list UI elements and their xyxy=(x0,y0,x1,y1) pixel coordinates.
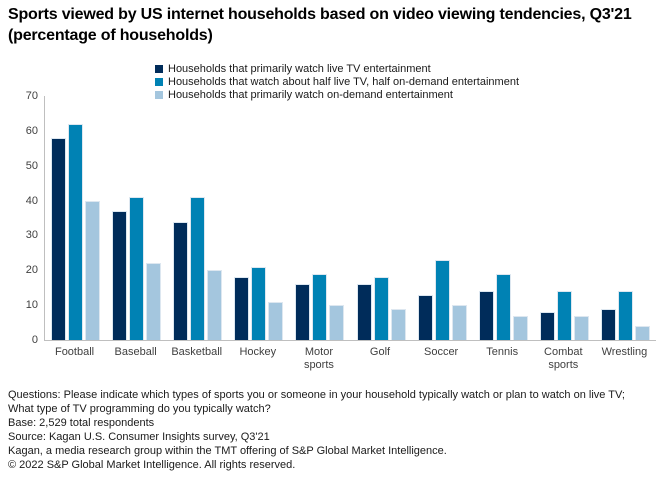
y-tick-label: 70 xyxy=(25,90,38,102)
y-tick-label: 50 xyxy=(25,159,38,172)
x-category-label: Football xyxy=(54,346,95,358)
legend-label: Households that primarily watch live TV … xyxy=(168,62,431,75)
bar xyxy=(556,291,572,340)
legend-label: Households that watch about half live TV… xyxy=(168,75,520,88)
x-category-label: Soccer xyxy=(423,346,459,358)
bar xyxy=(356,284,372,340)
bar xyxy=(634,326,650,340)
x-axis-category-labels: Football Baseball Basketball Hockey Motor sp… xyxy=(44,346,655,372)
y-axis-tick-labels: 0 10 20 30 40 50 60 70 xyxy=(6,0,38,360)
bar xyxy=(573,315,589,340)
legend-item: Households that primarily watch live TV … xyxy=(155,62,519,75)
bar xyxy=(512,315,528,340)
y-tick-label: 10 xyxy=(25,299,38,312)
bar-group-basketball xyxy=(167,96,228,340)
bar xyxy=(495,273,511,340)
bar xyxy=(190,197,206,340)
bar xyxy=(51,137,67,340)
legend-item: Households that watch about half live TV… xyxy=(155,75,519,88)
bar xyxy=(295,284,311,340)
footnote-line: © 2022 S&P Global Market Intelligence. A… xyxy=(8,459,296,471)
bar xyxy=(234,277,250,340)
bar-groups xyxy=(45,96,656,340)
bar xyxy=(373,277,389,340)
bar-group-tennis xyxy=(473,96,534,340)
legend-swatch-icon xyxy=(155,77,163,86)
legend-swatch-icon xyxy=(155,64,163,73)
y-tick-label: 30 xyxy=(25,229,38,242)
bar xyxy=(390,308,406,340)
bar-group-soccer xyxy=(412,96,473,340)
footnote-line: What type of TV programming do you typic… xyxy=(8,403,271,415)
x-category-label: Combat sports xyxy=(544,346,583,371)
bar xyxy=(451,305,467,340)
x-category-label: Basketball xyxy=(171,346,223,358)
legend-label: Households that primarily watch on-deman… xyxy=(168,88,453,101)
y-tick-label: 0 xyxy=(31,334,38,346)
bar xyxy=(268,301,284,340)
y-tick-label: 60 xyxy=(25,124,38,137)
x-category-label: Baseball xyxy=(114,346,157,358)
bar xyxy=(417,294,433,340)
bar-group-hockey xyxy=(228,96,289,340)
bar xyxy=(173,221,189,340)
y-tick-label: 20 xyxy=(25,264,38,277)
bar-group-baseball xyxy=(106,96,167,340)
bar-group-football xyxy=(45,96,106,340)
bar xyxy=(68,123,84,340)
chart-title: Sports viewed by US internet households … xyxy=(8,6,632,44)
bar xyxy=(329,305,345,340)
bar xyxy=(434,259,450,340)
footnotes: Questions: Please indicate which types o… xyxy=(8,388,658,472)
bar xyxy=(146,263,162,340)
x-category-label: Golf xyxy=(369,346,391,358)
x-category-label: Tennis xyxy=(486,346,519,358)
bar-group-wrestling xyxy=(595,96,656,340)
plot-area xyxy=(44,96,656,341)
bar xyxy=(129,197,145,340)
legend-swatch-icon xyxy=(155,90,163,99)
bar xyxy=(251,266,267,340)
bar-group-combat-sports xyxy=(534,96,595,340)
bar xyxy=(312,273,328,340)
bar xyxy=(600,308,616,340)
footnote-line: Base: 2,529 total respondents xyxy=(8,417,155,429)
bar xyxy=(539,312,555,340)
y-tick-label: 40 xyxy=(25,194,38,207)
footnote-line: Questions: Please indicate which types o… xyxy=(8,389,625,401)
bar xyxy=(112,211,128,340)
bar xyxy=(478,291,494,340)
footnote-line: Kagan, a media research group within the… xyxy=(8,445,447,457)
x-category-label: Hockey xyxy=(239,346,277,358)
footnote-line: Source: Kagan U.S. Consumer Insights sur… xyxy=(8,431,270,443)
legend: Households that primarily watch live TV … xyxy=(155,62,519,101)
bar xyxy=(207,270,223,340)
x-category-label: Wrestling xyxy=(601,346,648,358)
bar-group-golf xyxy=(350,96,411,340)
bar-group-motor-sports xyxy=(289,96,350,340)
x-category-label: Motor sports xyxy=(303,346,334,371)
bar xyxy=(617,291,633,340)
legend-item: Households that primarily watch on-deman… xyxy=(155,88,519,101)
bar xyxy=(85,200,101,340)
